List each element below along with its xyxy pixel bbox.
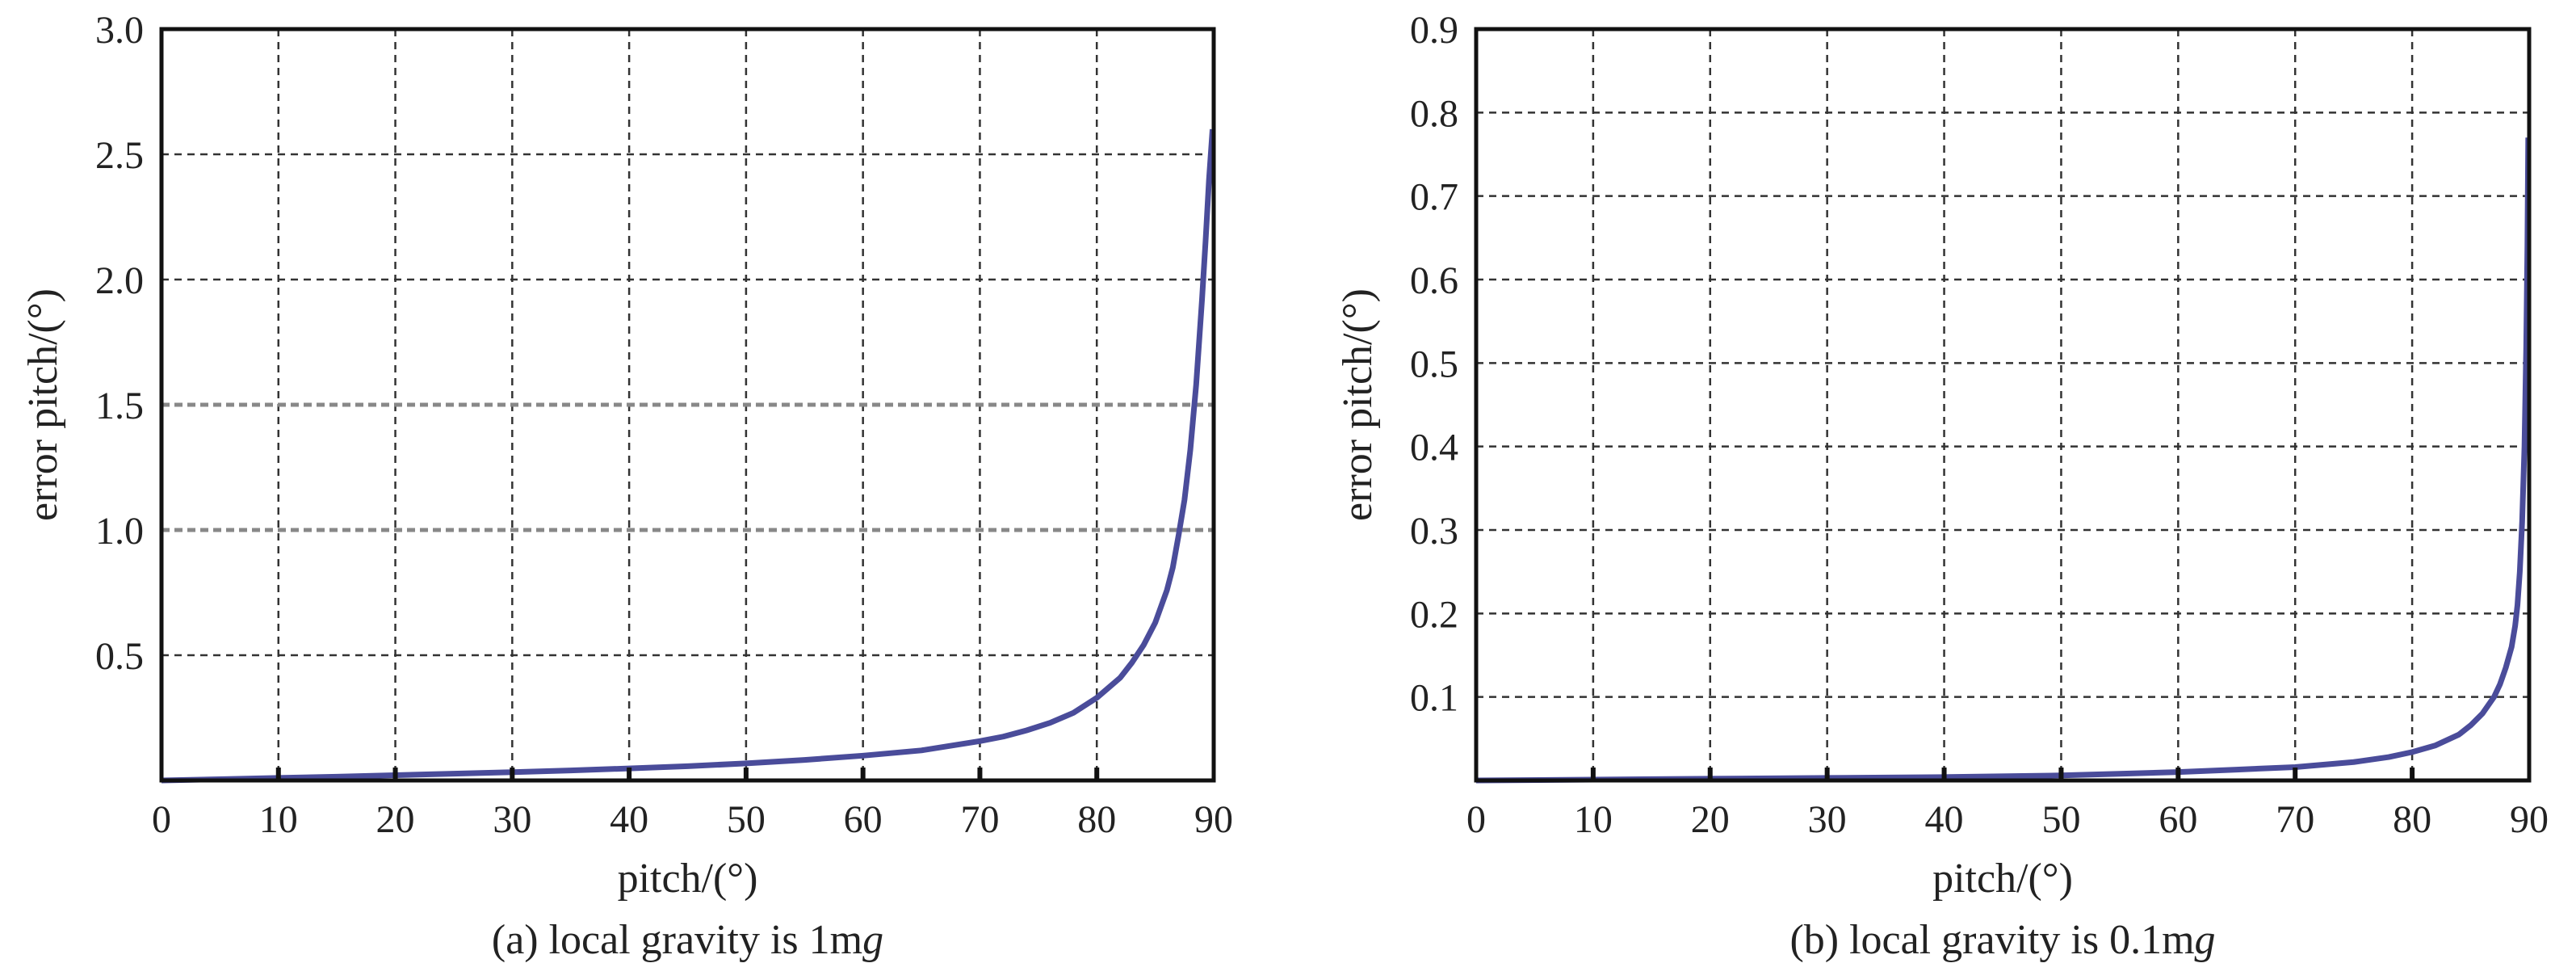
y-tick-label: 0.7 [1410, 176, 1458, 219]
x-tick-label: 40 [1925, 798, 1964, 841]
x-axis-title: pitch/(°) [1932, 856, 2073, 902]
caption-italic-text: g [2195, 917, 2216, 963]
x-tick-label: 40 [610, 798, 648, 841]
y-axis-title: error pitch/(°) [20, 288, 66, 521]
panel-caption: (a) local gravity is 1mg [492, 917, 883, 963]
x-tick-label: 60 [2159, 798, 2197, 841]
x-tick-label: 10 [259, 798, 298, 841]
y-tick-label: 1.0 [95, 510, 144, 553]
x-tick-label: 0 [1466, 798, 1486, 841]
y-tick-label: 0.8 [1410, 92, 1458, 135]
series-line [161, 128, 1216, 784]
series-line [1475, 137, 2532, 784]
x-tick-label: 20 [1691, 798, 1730, 841]
y-tick-label: 0.3 [1410, 510, 1458, 553]
y-tick-label: 0.1 [1410, 677, 1458, 720]
chart-panel-a: 0 10 20 30 40 50 60 70 80 90 0.5 1.0 1.5 2.0 2.5 3.0 pit… [20, 9, 1233, 963]
plot-frame [1474, 27, 2532, 783]
y-tick-label: 0.6 [1410, 259, 1458, 302]
y-tick-label: 1.5 [95, 385, 144, 427]
x-tick-label: 80 [2393, 798, 2431, 841]
chart-panel-b: 0 10 20 30 40 50 60 70 80 90 0.1 0.2 0.3 0.4 0.5 0.6 0.7… [1335, 9, 2549, 963]
x-tick-label: 90 [1194, 798, 1233, 841]
y-tick-label: 0.9 [1410, 9, 1458, 52]
x-tick-label: 0 [152, 798, 171, 841]
panel-caption: (b) local gravity is 0.1mg [1789, 917, 2215, 963]
y-tick-label: 3.0 [95, 9, 144, 52]
caption-text: (b) local gravity is 0.1m [1789, 917, 2194, 963]
x-tick-label: 50 [2041, 798, 2080, 841]
x-tick-label: 30 [1808, 798, 1847, 841]
x-tick-label: 70 [960, 798, 999, 841]
caption-italic-text: g [862, 917, 883, 963]
y-axis-title: error pitch/(°) [1335, 288, 1381, 521]
plot-frame [159, 27, 1216, 783]
caption-text: (a) local gravity is 1m [492, 917, 862, 963]
y-tick-label: 2.0 [95, 259, 144, 302]
y-tick-label: 2.5 [95, 134, 144, 177]
x-tick-label: 20 [376, 798, 415, 841]
x-axis-title: pitch/(°) [618, 856, 758, 902]
x-tick-label: 70 [2276, 798, 2314, 841]
x-tick-label: 10 [1574, 798, 1613, 841]
x-tick-label: 30 [493, 798, 531, 841]
x-tick-label: 50 [727, 798, 766, 841]
x-tick-label: 90 [2510, 798, 2549, 841]
y-tick-label: 0.5 [1410, 343, 1458, 385]
x-tick-label: 60 [844, 798, 883, 841]
y-tick-label: 0.4 [1410, 427, 1458, 469]
x-tick-label: 80 [1077, 798, 1116, 841]
y-tick-label: 0.2 [1410, 593, 1458, 636]
y-tick-label: 0.5 [95, 635, 144, 678]
